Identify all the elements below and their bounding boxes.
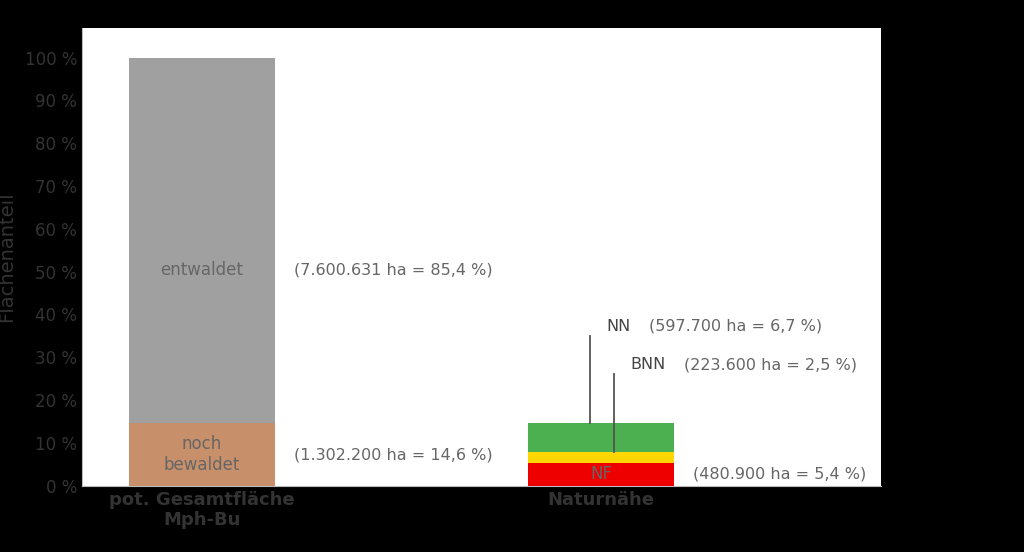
Text: (480.900 ha = 5,4 %): (480.900 ha = 5,4 %) xyxy=(693,466,866,482)
Bar xyxy=(528,423,675,452)
Bar xyxy=(129,57,274,423)
Bar xyxy=(129,423,274,486)
Text: (7.600.631 ha = 85,4 %): (7.600.631 ha = 85,4 %) xyxy=(294,262,493,277)
Text: BNN: BNN xyxy=(631,357,666,372)
Bar xyxy=(528,452,675,463)
Text: NN: NN xyxy=(606,319,631,334)
Text: NF: NF xyxy=(590,465,612,483)
Bar xyxy=(528,463,675,486)
Text: (223.600 ha = 2,5 %): (223.600 ha = 2,5 %) xyxy=(684,357,857,372)
Text: (597.700 ha = 6,7 %): (597.700 ha = 6,7 %) xyxy=(649,319,822,334)
Y-axis label: Flächenanteil: Flächenanteil xyxy=(0,192,16,322)
Text: (1.302.200 ha = 14,6 %): (1.302.200 ha = 14,6 %) xyxy=(294,447,493,462)
Text: noch
bewaldet: noch bewaldet xyxy=(164,435,240,474)
Text: entwaldet: entwaldet xyxy=(161,261,243,279)
